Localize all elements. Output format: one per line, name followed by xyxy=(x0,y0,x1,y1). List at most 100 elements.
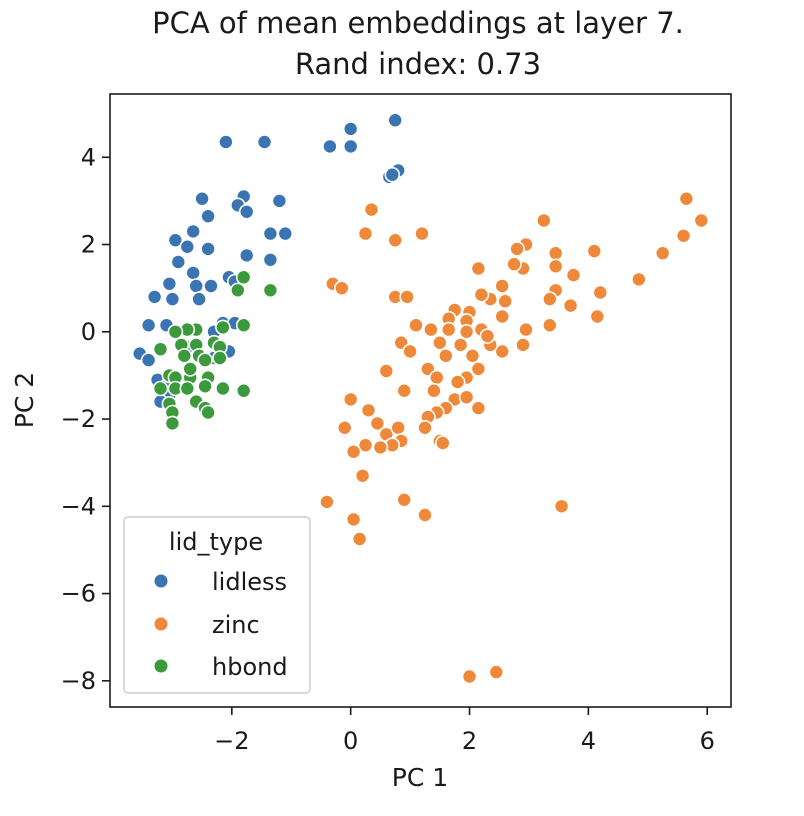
point-zinc-87 xyxy=(553,498,570,515)
point-zinc-70 xyxy=(342,391,359,408)
point-zinc-61 xyxy=(357,225,374,242)
legend-marker-zinc xyxy=(154,617,168,631)
point-zinc-86 xyxy=(351,531,368,547)
y-tick-label: −4 xyxy=(61,492,96,520)
legend-title: lid_type xyxy=(169,528,263,556)
point-lidless-30 xyxy=(146,289,163,305)
point-zinc-19 xyxy=(506,256,522,273)
point-zinc-72 xyxy=(369,415,386,432)
point-zinc-83 xyxy=(396,491,413,508)
point-hbond-21 xyxy=(197,378,213,395)
x-tick-label: 6 xyxy=(700,727,715,755)
point-zinc-59 xyxy=(387,232,404,248)
point-zinc-71 xyxy=(360,402,377,419)
point-hbond-2 xyxy=(262,282,279,299)
point-zinc-45 xyxy=(423,321,439,338)
x-tick-label: 0 xyxy=(343,727,358,755)
point-hbond-25 xyxy=(215,380,231,397)
y-tick-label: 0 xyxy=(81,318,96,346)
x-tick-label: 4 xyxy=(581,727,596,755)
legend-label-lidless: lidless xyxy=(212,568,287,596)
point-zinc-79 xyxy=(345,443,362,460)
legend-label-zinc: zinc xyxy=(212,611,260,639)
point-zinc-21 xyxy=(494,278,511,294)
point-lidless-9 xyxy=(194,190,210,207)
point-zinc-55 xyxy=(417,419,433,436)
point-hbond-13 xyxy=(176,347,193,364)
point-lidless-21 xyxy=(238,247,255,264)
point-zinc-91 xyxy=(333,280,350,297)
point-lidless-4 xyxy=(342,138,359,155)
point-zinc-43 xyxy=(437,347,454,364)
chart-title-line-2: Rand index: 0.73 xyxy=(295,47,541,81)
point-lidless-8 xyxy=(384,166,401,183)
point-zinc-8 xyxy=(565,267,582,283)
point-zinc-37 xyxy=(470,361,487,377)
legend-label-hbond: hbond xyxy=(212,653,288,681)
point-hbond-14 xyxy=(152,341,169,358)
point-zinc-39 xyxy=(449,374,466,390)
point-hbond-32 xyxy=(164,415,181,432)
point-lidless-31 xyxy=(164,291,181,307)
x-tick-label: −2 xyxy=(214,727,249,755)
point-zinc-67 xyxy=(402,343,418,360)
chart-title-line-1: PCA of mean embeddings at layer 7. xyxy=(152,6,684,40)
y-tick-label: −8 xyxy=(61,667,96,695)
point-zinc-11 xyxy=(547,258,564,275)
point-zinc-48 xyxy=(426,382,442,399)
point-lidless-24 xyxy=(185,265,201,281)
point-zinc-1 xyxy=(693,212,710,229)
point-zinc-64 xyxy=(399,289,415,305)
point-zinc-88 xyxy=(461,668,478,685)
point-hbond-3 xyxy=(235,317,252,334)
data-points xyxy=(131,112,710,685)
point-zinc-74 xyxy=(390,419,407,436)
y-tick-label: −6 xyxy=(61,580,96,608)
point-lidless-20 xyxy=(200,241,216,257)
point-lidless-18 xyxy=(167,232,184,248)
point-hbond-0 xyxy=(235,269,252,286)
point-hbond-33 xyxy=(182,361,198,377)
point-lidless-15 xyxy=(185,223,201,240)
point-zinc-10 xyxy=(547,245,564,261)
point-lidless-40 xyxy=(140,352,157,368)
point-zinc-4 xyxy=(631,271,647,288)
point-zinc-31 xyxy=(479,328,496,344)
point-zinc-65 xyxy=(408,317,424,334)
point-zinc-89 xyxy=(488,664,505,680)
point-zinc-23 xyxy=(494,308,511,325)
point-lidless-2 xyxy=(342,121,359,137)
point-hbond-23 xyxy=(152,380,169,397)
point-zinc-5 xyxy=(592,284,609,301)
y-tick-label: 2 xyxy=(81,231,96,259)
point-zinc-24 xyxy=(518,321,534,338)
point-zinc-50 xyxy=(458,389,475,406)
point-lidless-14 xyxy=(200,208,216,224)
point-lidless-32 xyxy=(191,291,207,307)
point-lidless-3 xyxy=(322,138,338,155)
point-hbond-26 xyxy=(235,382,252,399)
point-zinc-80 xyxy=(336,419,353,436)
legend-marker-hbond xyxy=(154,659,168,673)
point-zinc-9 xyxy=(562,297,579,314)
point-zinc-25 xyxy=(515,337,531,353)
point-lidless-27 xyxy=(161,275,178,292)
point-zinc-51 xyxy=(470,400,487,416)
point-zinc-84 xyxy=(417,507,433,523)
point-zinc-60 xyxy=(363,201,380,218)
legend-marker-lidless xyxy=(154,574,168,588)
point-lidless-0 xyxy=(218,134,234,150)
point-zinc-20 xyxy=(497,293,514,310)
point-zinc-77 xyxy=(372,439,389,456)
point-lidless-33 xyxy=(140,317,157,334)
point-zinc-6 xyxy=(586,243,603,259)
point-zinc-29 xyxy=(473,286,490,303)
point-zinc-36 xyxy=(464,347,481,364)
point-zinc-26 xyxy=(494,343,511,360)
point-zinc-35 xyxy=(452,337,469,353)
point-zinc-85 xyxy=(345,511,362,528)
point-hbond-24 xyxy=(179,380,196,397)
point-lidless-28 xyxy=(188,278,204,294)
point-hbond-7 xyxy=(167,323,184,340)
